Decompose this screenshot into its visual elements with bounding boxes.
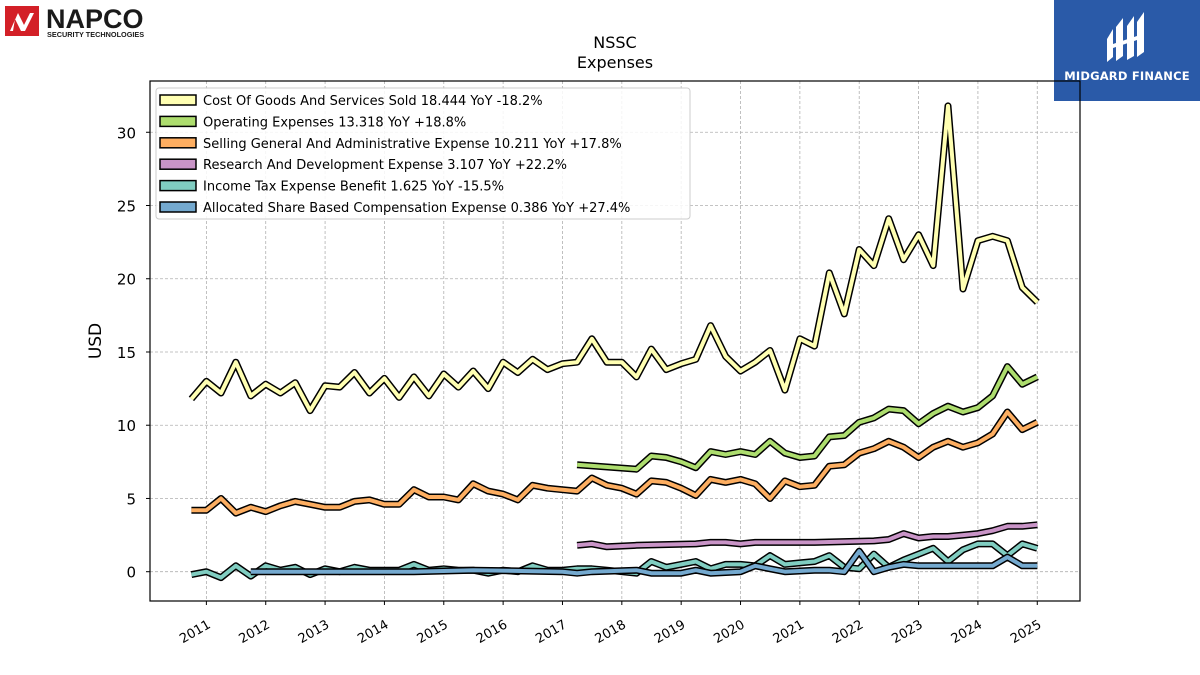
x-tick-label: 2021 xyxy=(771,617,807,647)
x-tick-label: 2024 xyxy=(949,617,985,647)
x-tick-label: 2025 xyxy=(1008,617,1044,647)
legend-entry: Cost Of Goods And Services Sold 18.444 Y… xyxy=(203,94,543,109)
legend-frame xyxy=(155,87,691,220)
series-allocated-share-based-compensation-expense xyxy=(250,547,1038,577)
legend-entry: Operating Expenses 13.318 YoY +18.8% xyxy=(203,115,466,130)
y-tick-label: 25 xyxy=(117,198,136,216)
y-tick-label: 15 xyxy=(117,344,136,362)
napco-logo-tagline: SECURITY TECHNOLOGIES xyxy=(47,30,144,39)
midgard-finance-name: MIDGARD FINANCE xyxy=(1064,69,1190,83)
legend-swatch xyxy=(159,115,197,128)
plot-frame xyxy=(149,80,1081,602)
legend-entry: Income Tax Expense Benefit 1.625 YoY -15… xyxy=(203,180,504,195)
series-line xyxy=(191,410,1039,516)
series-layer xyxy=(188,102,1040,582)
chart-title: NSSC xyxy=(593,33,636,52)
y-tick-label: 10 xyxy=(117,417,136,435)
x-tick-label: 2018 xyxy=(593,617,629,647)
legend-entry: Research And Development Expense 3.107 Y… xyxy=(203,158,567,173)
series-operating-expenses xyxy=(576,363,1039,473)
y-tick-label: 5 xyxy=(126,490,136,508)
napco-logo-name: NAPCO xyxy=(46,4,144,34)
y-tick-label: 30 xyxy=(117,124,136,142)
series-line xyxy=(189,103,1039,413)
x-tick-label: 2017 xyxy=(533,617,569,647)
series-line-outline xyxy=(191,408,1039,517)
y-tick-label: 0 xyxy=(126,564,136,582)
legend-swatch xyxy=(159,158,197,170)
x-tick-label: 2014 xyxy=(355,617,391,647)
midgard-finance-logo: MIDGARD FINANCE xyxy=(1054,0,1200,101)
midgard-logo-mark-icon xyxy=(1107,12,1144,62)
legend-swatch xyxy=(159,179,197,192)
series-cost-of-goods-and-services-sold xyxy=(188,102,1040,415)
series-line xyxy=(576,364,1039,472)
legend-entry: Selling General And Administrative Expen… xyxy=(203,137,622,152)
series-line xyxy=(576,522,1038,549)
x-tick-label: 2023 xyxy=(889,617,925,647)
legend-swatch xyxy=(159,137,197,149)
x-tick-label: 2016 xyxy=(474,617,510,647)
x-tick-label: 2022 xyxy=(830,617,866,647)
napco-logo: NAPCO SECURITY TECHNOLOGIES xyxy=(4,4,209,40)
x-tick-label: 2020 xyxy=(711,617,747,647)
x-tick-label: 2011 xyxy=(177,617,213,647)
y-axis-label: USD xyxy=(86,323,106,359)
x-tick-label: 2013 xyxy=(296,617,332,647)
series-research-and-development-expense xyxy=(576,521,1038,551)
x-tick-label: 2012 xyxy=(237,617,273,647)
y-tick-label: 20 xyxy=(117,271,136,289)
x-tick-label: 2019 xyxy=(652,617,688,647)
legend: Cost Of Goods And Services Sold 18.444 Y… xyxy=(155,87,691,220)
legend-swatch xyxy=(159,201,197,213)
legend-swatch xyxy=(159,94,197,106)
legend-entry: Allocated Share Based Compensation Expen… xyxy=(203,201,630,216)
chart-subtitle: Expenses xyxy=(577,53,653,72)
series-selling-general-and-administrative-expense xyxy=(191,408,1039,517)
series-line xyxy=(250,549,1038,576)
x-tick-label: 2015 xyxy=(415,617,451,647)
series-line-outline xyxy=(576,363,1039,473)
